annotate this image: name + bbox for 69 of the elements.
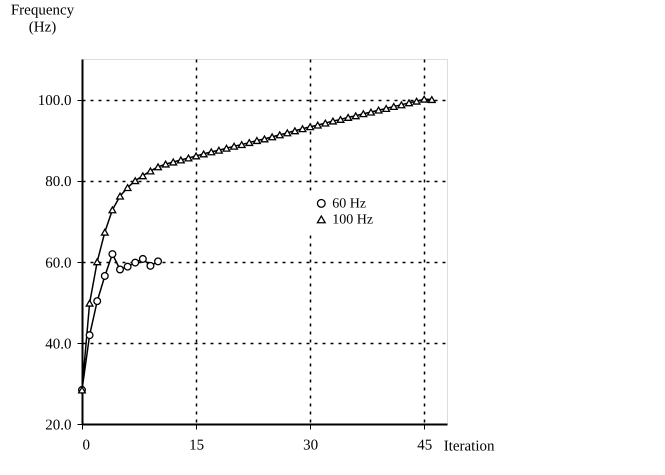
point <box>214 146 223 154</box>
point <box>116 265 124 274</box>
x-tick-label: 15 <box>189 438 204 454</box>
point <box>359 110 368 118</box>
point <box>260 135 269 142</box>
point <box>230 142 238 150</box>
point <box>154 257 162 266</box>
point <box>200 150 208 158</box>
point <box>344 114 352 121</box>
point <box>321 120 330 127</box>
point <box>184 154 192 162</box>
point <box>154 163 162 170</box>
point <box>382 104 390 112</box>
point <box>268 133 276 140</box>
y-tick-label: 60.0 <box>45 255 72 272</box>
point <box>374 106 383 114</box>
y-tick-label: 80.0 <box>45 174 72 190</box>
point <box>314 122 322 129</box>
point <box>138 254 147 263</box>
point <box>146 262 154 270</box>
point <box>412 98 421 105</box>
point <box>146 167 154 174</box>
point <box>352 112 360 120</box>
point <box>138 172 147 180</box>
point <box>252 136 261 144</box>
point <box>222 144 230 152</box>
point <box>276 131 284 138</box>
y-tick-label: 40.0 <box>45 336 72 352</box>
point <box>328 117 337 125</box>
point <box>238 141 246 148</box>
x-axis-title: Iteration <box>444 438 495 454</box>
point <box>100 272 109 280</box>
point <box>192 152 200 160</box>
y-tick-label: 100.0 <box>38 93 72 110</box>
x-tick-label: 45 <box>417 438 432 454</box>
point <box>397 101 406 108</box>
point <box>290 127 299 134</box>
x-tick-label: 0 <box>82 438 90 454</box>
point <box>428 96 436 104</box>
point <box>404 99 413 106</box>
point <box>100 228 109 236</box>
point <box>336 116 345 123</box>
point <box>93 297 102 306</box>
point <box>124 184 132 192</box>
legend-label: 100 Hz <box>332 212 374 228</box>
point <box>390 102 398 110</box>
point <box>116 192 124 200</box>
point <box>93 258 102 266</box>
point <box>162 160 170 168</box>
point <box>283 129 292 136</box>
point <box>169 158 178 166</box>
point <box>366 108 375 116</box>
point <box>124 262 132 271</box>
point <box>306 123 314 130</box>
point <box>86 331 94 340</box>
legend-label: 60 Hz <box>332 196 366 212</box>
point <box>108 206 116 214</box>
point <box>245 138 254 146</box>
y-tick-label: 20.0 <box>45 418 72 434</box>
point <box>131 177 140 184</box>
y-axis-title: Frequency (Hz) <box>10 2 75 36</box>
point <box>420 96 428 103</box>
point <box>131 258 140 267</box>
point <box>86 300 94 307</box>
point <box>207 148 216 156</box>
x-tick-label: 30 <box>303 438 318 454</box>
point <box>298 125 307 132</box>
point <box>108 250 116 258</box>
point <box>176 156 185 164</box>
